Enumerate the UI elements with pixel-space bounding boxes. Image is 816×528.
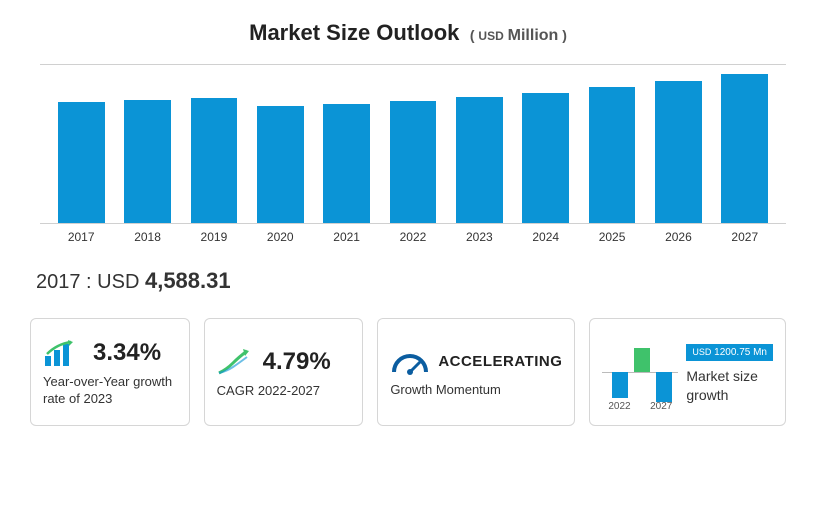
bar bbox=[390, 101, 437, 223]
growth-badge-value: 1200.75 Mn bbox=[714, 347, 767, 358]
x-label: 2018 bbox=[118, 230, 176, 244]
bar bbox=[191, 98, 238, 223]
bar-col bbox=[384, 65, 442, 223]
x-label: 2019 bbox=[185, 230, 243, 244]
chart-title-unit: ( USD Million ) bbox=[470, 27, 567, 43]
year-value-callout: 2017 : USD 4,588.31 bbox=[36, 268, 786, 294]
chart-title-row: Market Size Outlook ( USD Million ) bbox=[30, 20, 786, 46]
callout-value: 4,588.31 bbox=[145, 268, 231, 293]
cagr-label: CAGR 2022-2027 bbox=[217, 383, 351, 400]
chart-plot bbox=[40, 64, 786, 224]
x-label: 2025 bbox=[583, 230, 641, 244]
momentum-card: ACCELERATING Growth Momentum bbox=[377, 318, 575, 426]
x-axis-labels: 2017 2018 2019 2020 2021 2022 2023 2024 2025 2026… bbox=[40, 224, 786, 244]
x-label: 2027 bbox=[716, 230, 774, 244]
cagr-card: 4.79% CAGR 2022-2027 bbox=[204, 318, 364, 426]
bar-col bbox=[52, 65, 110, 223]
metric-cards-row: 3.34% Year-over-Year growth rate of 2023… bbox=[30, 318, 786, 426]
callout-currency: USD bbox=[97, 271, 139, 293]
paren-close: ) bbox=[562, 27, 567, 43]
bar-col bbox=[317, 65, 375, 223]
bar-col bbox=[118, 65, 176, 223]
growth-label: Market size growth bbox=[686, 367, 773, 403]
bar bbox=[124, 100, 171, 224]
bar bbox=[721, 74, 768, 223]
x-label: 2023 bbox=[450, 230, 508, 244]
title-usd: USD bbox=[478, 29, 503, 43]
bar-col bbox=[716, 65, 774, 223]
yoy-value: 3.34% bbox=[93, 339, 161, 367]
bar bbox=[655, 81, 702, 223]
yoy-card: 3.34% Year-over-Year growth rate of 2023 bbox=[30, 318, 190, 426]
mini-x-end: 2027 bbox=[650, 401, 672, 412]
growth-badge-usd: USD bbox=[692, 347, 711, 357]
growth-card: 2022 2027 USD 1200.75 Mn Market size gro… bbox=[589, 318, 786, 426]
cagr-value: 4.79% bbox=[263, 348, 331, 376]
x-label: 2022 bbox=[384, 230, 442, 244]
title-million: Million bbox=[508, 27, 559, 44]
bar bbox=[522, 93, 569, 223]
callout-year: 2017 bbox=[36, 271, 81, 293]
paren-open: ( bbox=[470, 27, 475, 43]
trend-up-icon bbox=[217, 347, 255, 377]
bar bbox=[58, 102, 105, 223]
x-label: 2024 bbox=[517, 230, 575, 244]
yoy-label: Year-over-Year growth rate of 2023 bbox=[43, 374, 177, 408]
mini-x-start: 2022 bbox=[608, 401, 630, 412]
momentum-label: Growth Momentum bbox=[390, 382, 562, 399]
bar bbox=[257, 106, 304, 223]
chart-title: Market Size Outlook bbox=[249, 20, 459, 45]
x-label: 2026 bbox=[649, 230, 707, 244]
bar bbox=[323, 104, 370, 223]
bar-col bbox=[649, 65, 707, 223]
bar-col bbox=[583, 65, 641, 223]
bar-col bbox=[251, 65, 309, 223]
x-label: 2017 bbox=[52, 230, 110, 244]
bar bbox=[589, 87, 636, 223]
bar-col bbox=[185, 65, 243, 223]
callout-sep: : bbox=[81, 271, 98, 293]
bar-col bbox=[517, 65, 575, 223]
gauge-icon bbox=[390, 348, 430, 376]
growth-badge: USD 1200.75 Mn bbox=[686, 344, 773, 361]
bar-growth-icon bbox=[43, 338, 85, 368]
bar-chart: 2017 2018 2019 2020 2021 2022 2023 2024 2025 2026… bbox=[30, 64, 786, 254]
x-label: 2020 bbox=[251, 230, 309, 244]
bar bbox=[456, 97, 503, 223]
mini-bar-chart: 2022 2027 bbox=[602, 334, 678, 412]
momentum-value: ACCELERATING bbox=[438, 353, 562, 370]
bar-col bbox=[450, 65, 508, 223]
x-label: 2021 bbox=[317, 230, 375, 244]
